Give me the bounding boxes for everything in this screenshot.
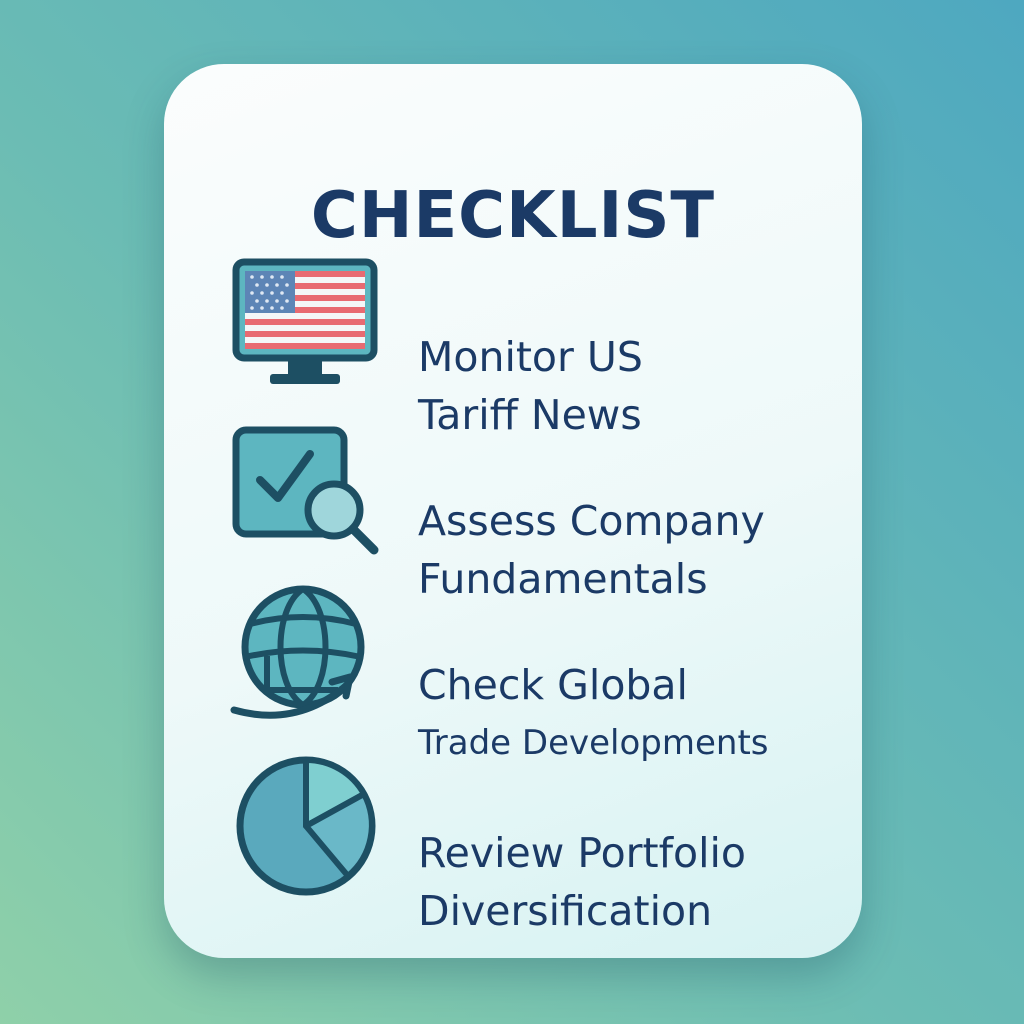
item-label-line2: Tariff News xyxy=(418,391,642,439)
item-label: Monitor US Tariff News xyxy=(418,328,643,444)
item-label: Assess Company Fundamentals xyxy=(418,492,765,608)
item-label-line2: Fundamentals xyxy=(418,555,708,603)
checklist-title: CHECKLIST xyxy=(310,179,716,253)
flag-monitor-icon xyxy=(230,246,380,396)
item-label: Review Portfolio Diversification xyxy=(418,824,746,940)
item-label-line2: Trade Developments xyxy=(418,723,769,763)
checkbox-magnifier-icon xyxy=(230,416,380,566)
item-label-line1: Assess Company xyxy=(418,497,765,545)
item-label-line1: Monitor US xyxy=(418,333,643,381)
item-label-line1: Review Portfolio xyxy=(418,829,746,877)
item-label-line2: Diversification xyxy=(418,887,713,935)
item-label-line1: Check Global xyxy=(418,661,688,709)
pie-chart-icon xyxy=(230,750,380,900)
globe-arrow-icon xyxy=(230,580,380,730)
item-label: Check Global Trade Developments xyxy=(418,656,769,772)
checklist-card: CHECKLIST xyxy=(164,64,862,958)
